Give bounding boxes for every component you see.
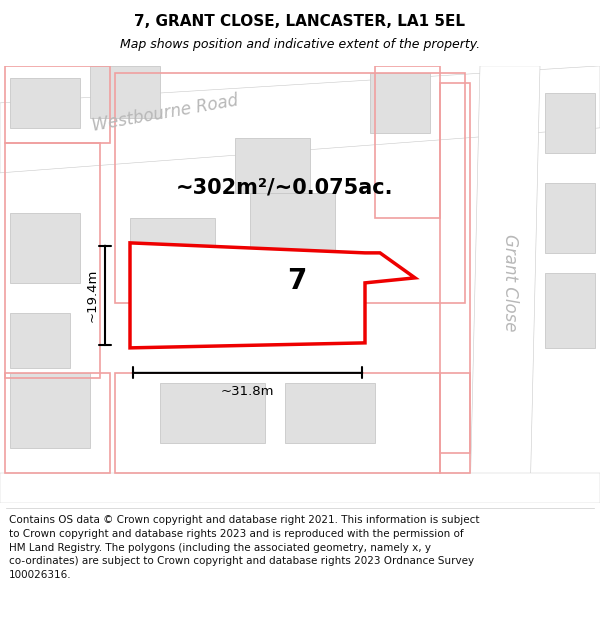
Text: Westbourne Road: Westbourne Road	[91, 91, 239, 134]
Polygon shape	[235, 138, 310, 193]
Polygon shape	[0, 473, 600, 503]
Text: ~19.4m: ~19.4m	[86, 269, 99, 322]
Polygon shape	[160, 383, 265, 443]
Polygon shape	[130, 218, 215, 298]
Text: 7, GRANT CLOSE, LANCASTER, LA1 5EL: 7, GRANT CLOSE, LANCASTER, LA1 5EL	[134, 14, 466, 29]
Polygon shape	[10, 78, 80, 128]
Text: ~31.8m: ~31.8m	[221, 385, 274, 398]
Polygon shape	[285, 383, 375, 443]
Text: ~302m²/~0.075ac.: ~302m²/~0.075ac.	[176, 178, 394, 198]
Polygon shape	[545, 273, 595, 348]
Polygon shape	[370, 73, 430, 133]
Polygon shape	[130, 243, 415, 348]
Polygon shape	[10, 313, 70, 368]
Polygon shape	[10, 373, 90, 448]
Text: 7: 7	[287, 267, 307, 295]
Polygon shape	[10, 213, 80, 283]
Polygon shape	[250, 193, 335, 273]
Polygon shape	[545, 183, 595, 253]
Polygon shape	[0, 66, 600, 173]
Text: Grant Close: Grant Close	[501, 234, 519, 332]
Polygon shape	[90, 66, 160, 118]
Text: Map shows position and indicative extent of the property.: Map shows position and indicative extent…	[120, 38, 480, 51]
Text: Contains OS data © Crown copyright and database right 2021. This information is : Contains OS data © Crown copyright and d…	[9, 515, 479, 580]
Polygon shape	[470, 66, 540, 503]
Polygon shape	[545, 93, 595, 153]
